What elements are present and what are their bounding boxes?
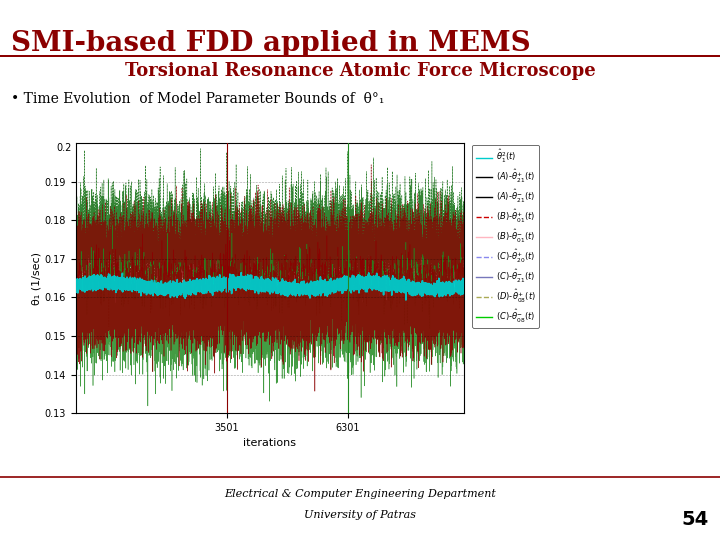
Text: • Time Evolution  of Model Parameter Bounds of  θ°₁: • Time Evolution of Model Parameter Boun… (11, 92, 384, 106)
Text: SMI-based FDD applied in MEMS: SMI-based FDD applied in MEMS (11, 30, 531, 57)
Text: Electrical & Computer Engineering Department: Electrical & Computer Engineering Depart… (224, 489, 496, 499)
Legend: $\hat{\theta}^{2}_{1}(t)$, $(A)\text{-}\hat{\theta}^{+}_{21}(t)$, $(A)\text{-}\h: $\hat{\theta}^{2}_{1}(t)$, $(A)\text{-}\… (472, 145, 539, 328)
Text: Torsional Resonance Atomic Force Microscope: Torsional Resonance Atomic Force Microsc… (125, 62, 595, 80)
Text: 54: 54 (681, 510, 708, 529)
Text: University of Patras: University of Patras (304, 510, 416, 521)
Y-axis label: θ₁ (1/sec): θ₁ (1/sec) (32, 252, 42, 305)
Text: 0.2: 0.2 (56, 143, 72, 153)
X-axis label: iterations: iterations (243, 438, 297, 448)
